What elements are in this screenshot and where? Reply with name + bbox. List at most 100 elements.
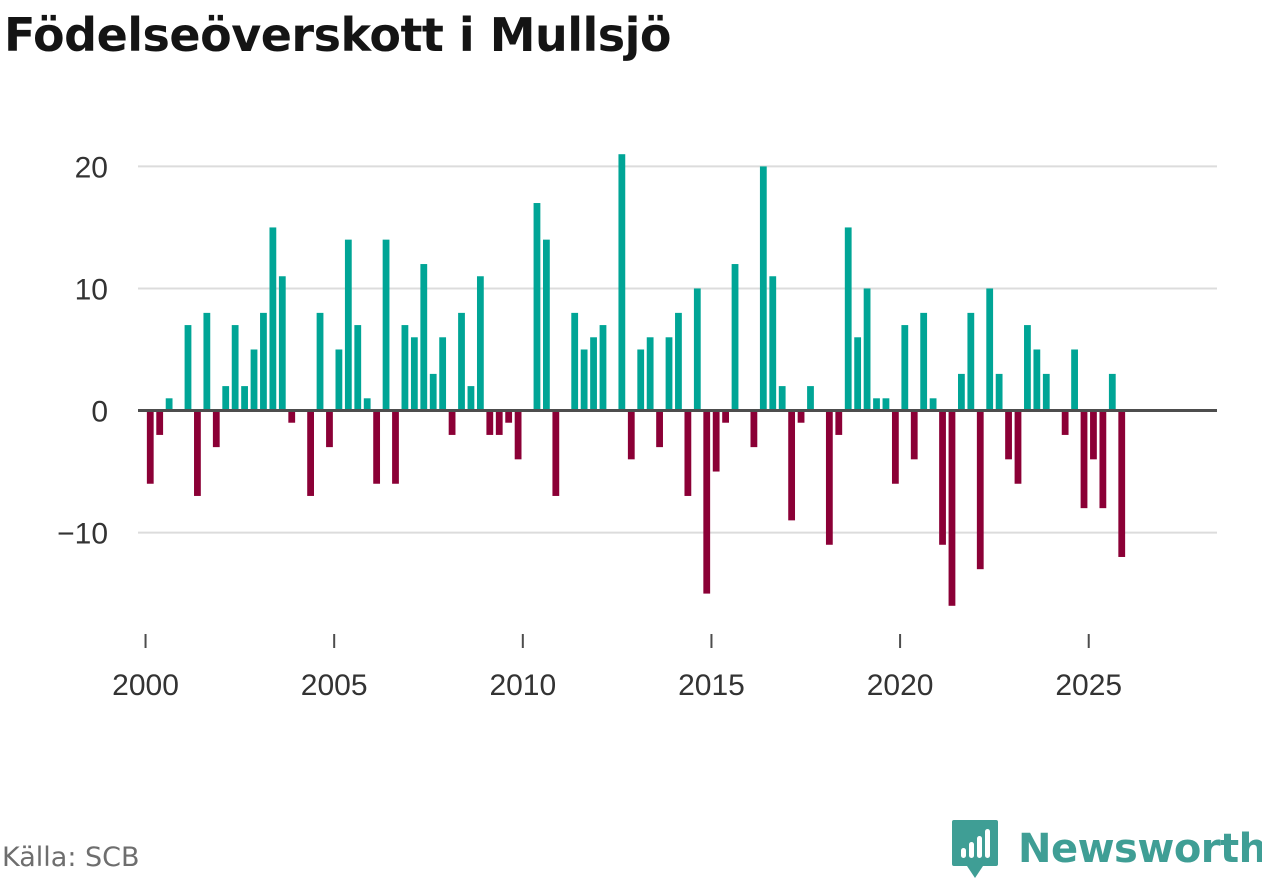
bar xyxy=(825,410,833,545)
bar xyxy=(373,410,381,484)
x-tick-label: 2010 xyxy=(489,669,556,702)
bar xyxy=(891,410,899,484)
bar xyxy=(212,410,220,448)
bar xyxy=(543,239,550,411)
bar xyxy=(476,276,484,411)
newsworthy-logo-icon xyxy=(952,820,998,878)
bar xyxy=(712,410,720,472)
bar xyxy=(1061,410,1069,435)
x-tick-label: 2020 xyxy=(867,669,934,702)
bar xyxy=(326,410,333,448)
bar xyxy=(439,337,447,411)
bar xyxy=(354,325,362,411)
bar xyxy=(1099,410,1107,509)
bar xyxy=(1033,349,1041,411)
grid-lines xyxy=(138,165,1217,534)
bar xyxy=(146,410,154,484)
bar xyxy=(882,398,890,411)
bar xyxy=(722,410,729,423)
y-tick-label: 0 xyxy=(91,396,108,429)
y-tick-label: 20 xyxy=(75,151,108,184)
bar xyxy=(939,410,946,545)
bar xyxy=(382,239,390,411)
bar xyxy=(335,349,343,411)
bar xyxy=(571,312,579,411)
bar xyxy=(533,203,541,411)
bar xyxy=(920,312,928,411)
bar xyxy=(156,410,164,435)
bar xyxy=(618,154,626,411)
bar xyxy=(1090,410,1097,460)
bar xyxy=(929,398,937,411)
bar xyxy=(1024,325,1031,411)
bar xyxy=(675,312,682,411)
bar xyxy=(995,373,1003,411)
bar xyxy=(693,288,701,411)
bar xyxy=(410,337,418,411)
bar xyxy=(1108,373,1116,411)
bar xyxy=(260,312,267,411)
bar xyxy=(807,386,814,411)
bar xyxy=(505,410,513,423)
bar xyxy=(194,410,201,496)
bar xyxy=(241,386,248,411)
bar xyxy=(184,325,192,411)
brand[interactable]: Newsworthy xyxy=(950,818,1262,880)
bar xyxy=(910,410,918,460)
bar xyxy=(514,410,522,460)
bar xyxy=(231,325,239,411)
y-tick-label: −10 xyxy=(57,518,108,551)
x-tick-label: 2005 xyxy=(301,669,368,702)
bar xyxy=(703,410,711,594)
brand-name: Newsworthy xyxy=(1018,826,1262,872)
bar xyxy=(901,325,909,411)
bar xyxy=(1005,410,1012,460)
bar xyxy=(778,386,786,411)
bar xyxy=(495,410,503,435)
bar xyxy=(759,166,767,411)
bar xyxy=(307,410,314,496)
bar xyxy=(420,264,428,411)
bar xyxy=(250,349,258,411)
bar xyxy=(1080,410,1088,509)
bar xyxy=(429,373,437,411)
bar xyxy=(1014,410,1022,484)
bar xyxy=(278,276,286,411)
bar xyxy=(363,398,371,411)
bar xyxy=(646,337,654,411)
bar xyxy=(599,325,607,411)
x-tick-label: 2000 xyxy=(112,669,179,702)
bar xyxy=(448,410,456,435)
bar xyxy=(590,337,597,411)
bar xyxy=(797,410,805,423)
bar xyxy=(486,410,494,435)
bar xyxy=(288,410,296,423)
bar xyxy=(665,337,673,411)
bars xyxy=(146,154,1126,606)
axes: −10 0 10 20 2000 2005 2010 2015 2020 2025 xyxy=(57,151,1217,702)
bar xyxy=(627,410,635,460)
bar xyxy=(203,312,211,411)
bar xyxy=(165,398,173,411)
bar xyxy=(580,349,588,411)
bar xyxy=(1042,373,1050,411)
chart-title: Födelseöverskott i Mullsjö xyxy=(4,8,672,62)
bar xyxy=(976,410,984,570)
bar xyxy=(656,410,663,448)
bar xyxy=(269,227,277,411)
bar xyxy=(835,410,843,435)
bar xyxy=(844,227,852,411)
bar xyxy=(986,288,994,411)
bar xyxy=(731,264,739,411)
bar xyxy=(967,312,975,411)
bar xyxy=(392,410,399,484)
x-tick-label: 2015 xyxy=(678,669,745,702)
bar xyxy=(1071,349,1078,411)
bar xyxy=(873,398,880,411)
bar xyxy=(637,349,645,411)
bar xyxy=(854,337,862,411)
bar xyxy=(958,373,965,411)
bar xyxy=(401,325,409,411)
y-tick-label: 10 xyxy=(75,273,108,306)
